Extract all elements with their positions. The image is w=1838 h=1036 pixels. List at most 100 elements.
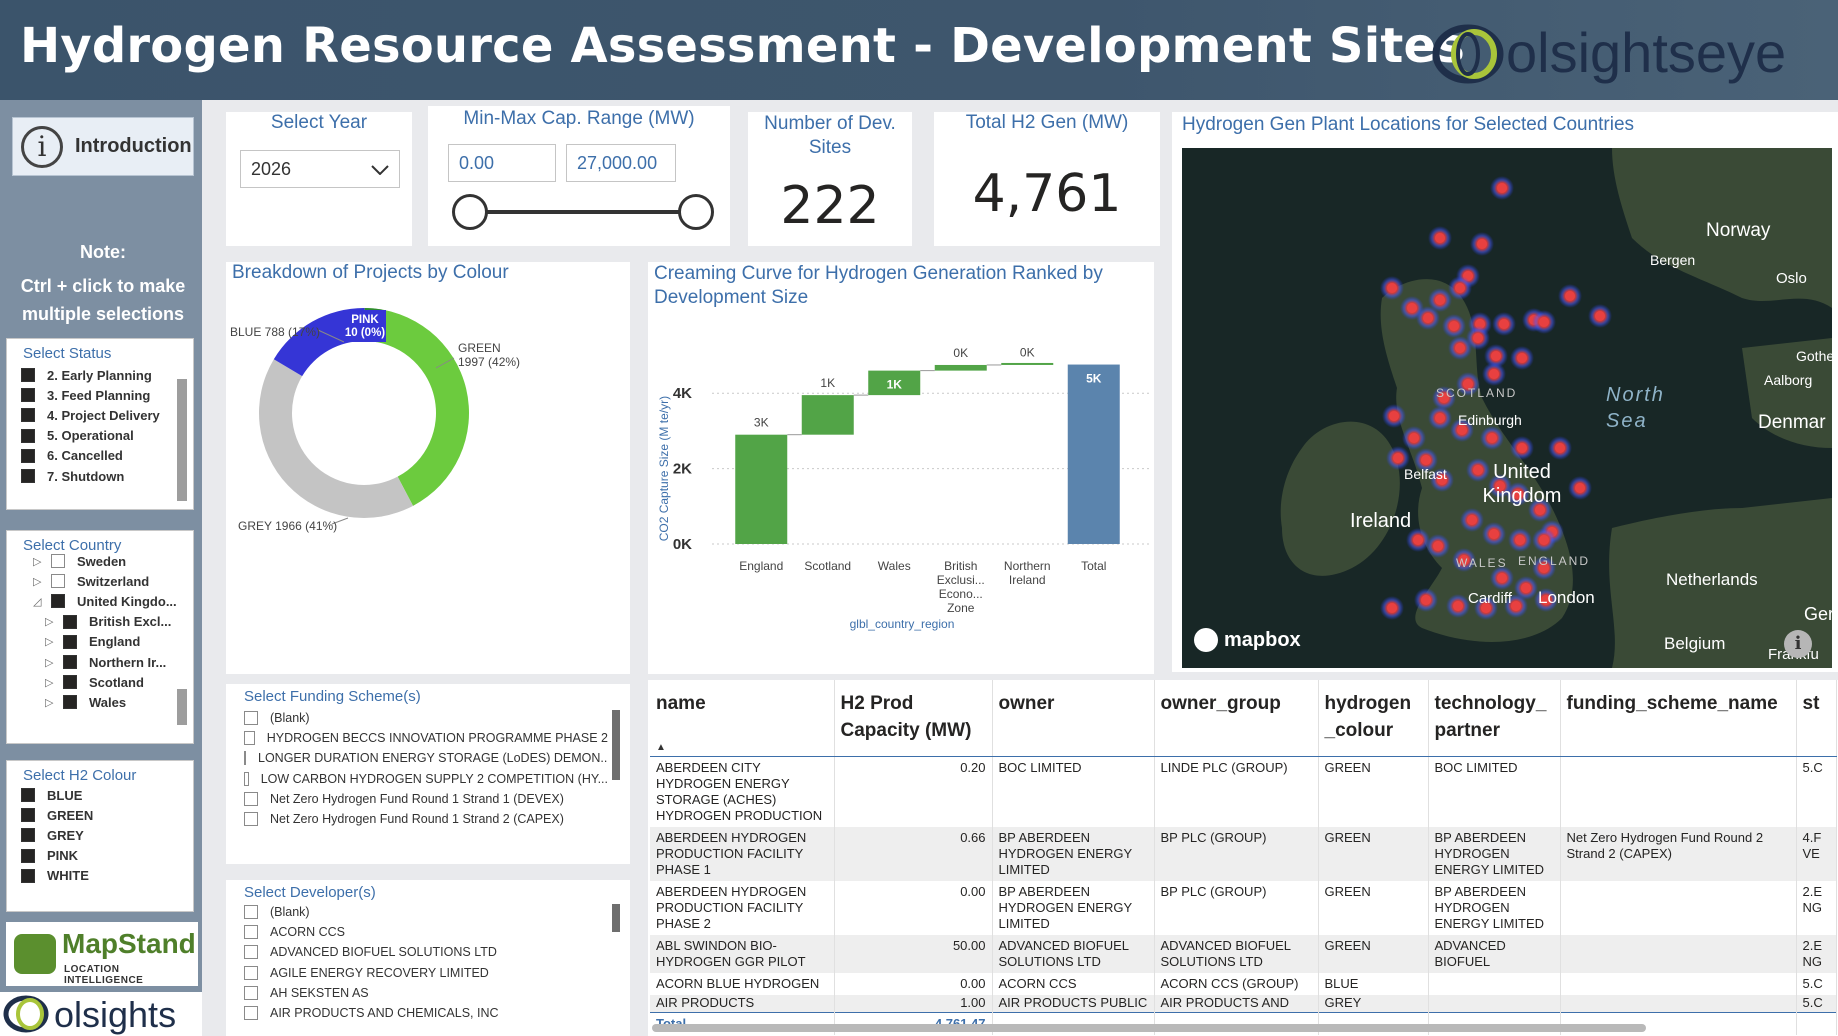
plant-location-core[interactable] [1387,283,1397,293]
plant-location-core[interactable] [1489,529,1499,539]
plant-location-core[interactable] [1435,295,1445,305]
plant-location-core[interactable] [1521,583,1531,593]
country-option[interactable]: ▷ Switzerland [33,571,149,591]
plant-location-core[interactable] [1449,321,1459,331]
table-row[interactable]: ABERDEEN CITY HYDROGEN ENERGY STORAGE (A… [650,756,1837,827]
cap-max-input[interactable]: 27,000.00 [566,144,676,182]
plant-location-core[interactable] [1539,317,1549,327]
waterfall-bar[interactable] [801,395,854,435]
checkbox[interactable] [63,634,77,649]
checkbox[interactable] [51,594,65,609]
checkbox[interactable] [244,771,249,786]
plant-location-core[interactable] [1541,595,1551,605]
developer-option[interactable]: AIR PRODUCTS AND CHEMICALS, INC [244,1003,608,1023]
checkbox[interactable] [244,791,258,806]
checkbox[interactable] [21,388,35,403]
column-header[interactable]: name [650,680,835,757]
plant-location-core[interactable] [1489,369,1499,379]
plant-location-core[interactable] [1433,541,1443,551]
sort-ascending-icon[interactable]: ▲ [656,742,666,753]
plant-location-core[interactable] [1439,393,1449,403]
funding-option[interactable]: Net Zero Hydrogen Fund Round 1 Strand 2 … [244,809,608,829]
plant-location-core[interactable] [1459,555,1469,565]
plant-location-core[interactable] [1467,515,1477,525]
developer-option[interactable]: ADVANCED BIOFUEL SOLUTIONS LTD [244,942,608,962]
column-header[interactable]: owner [992,680,1155,757]
waterfall-bar[interactable] [735,434,788,544]
expand-arrow-icon[interactable]: ▷ [33,555,42,568]
plant-location-core[interactable] [1575,483,1585,493]
checkbox[interactable] [244,731,255,746]
waterfall-bar[interactable] [1067,364,1120,544]
plant-location-core[interactable] [1473,333,1483,343]
funding-option[interactable]: LONGER DURATION ENERGY STORAGE (LoDES) D… [244,748,608,768]
mapbox-attribution[interactable]: mapbox [1194,628,1301,652]
colour-option[interactable]: PINK [21,846,78,866]
country-option[interactable]: ▷ England [45,632,140,652]
expand-arrow-icon[interactable]: ▷ [45,656,54,669]
developer-option[interactable]: (Blank) [244,902,608,922]
country-option[interactable]: ◿ United Kingdo... [33,591,177,611]
status-option[interactable]: 4. Project Delivery [21,405,160,425]
plant-location-core[interactable] [1421,455,1431,465]
checkbox[interactable] [244,751,246,766]
expand-arrow-icon[interactable]: ▷ [45,636,54,649]
colour-option[interactable]: GREEN [21,805,93,825]
plant-location-core[interactable] [1393,453,1403,463]
plant-location-core[interactable] [1495,481,1505,491]
expand-arrow-icon[interactable]: ▷ [45,616,54,629]
column-header[interactable]: st [1796,680,1837,757]
plant-location-core[interactable] [1513,489,1523,499]
status-option[interactable]: 5. Operational [21,426,134,446]
range-min-handle[interactable] [452,194,488,230]
funding-option[interactable]: HYDROGEN BECCS INNOVATION PROGRAMME PHAS… [244,728,608,748]
waterfall-bar[interactable] [934,364,987,371]
country-option[interactable]: ▷ Scotland [45,672,144,692]
column-header[interactable]: owner_group [1154,680,1319,757]
plant-location-core[interactable] [1435,233,1445,243]
checkbox[interactable] [244,711,258,725]
colour-option[interactable]: WHITE [21,866,89,886]
plant-location-core[interactable] [1409,433,1419,443]
plant-location-core[interactable] [1539,563,1549,573]
year-dropdown[interactable]: 2026 [240,150,400,188]
status-scrollbar[interactable] [177,379,187,501]
donut-slice-green[interactable] [365,308,470,506]
plant-location-core[interactable] [1565,291,1575,301]
funding-scrollbar[interactable] [612,710,620,780]
checkbox[interactable] [244,905,258,919]
funding-option[interactable]: LOW CARBON HYDROGEN SUPPLY 2 COMPETITION… [244,769,608,789]
checkbox[interactable] [244,985,258,1000]
column-header[interactable]: hydrogen _colour [1318,680,1429,757]
plant-location-core[interactable] [1515,535,1525,545]
checkbox[interactable] [21,469,35,483]
expand-arrow-icon[interactable]: ▷ [45,696,54,709]
country-option[interactable]: ▷ Wales [45,692,126,712]
table-row[interactable]: ABL SWINDON BIO-HYDROGEN GGR PILOT 50.00 A… [650,934,1837,973]
plant-location-core[interactable] [1437,475,1447,485]
checkbox[interactable] [244,965,258,980]
table-row[interactable]: AIR PRODUCTS 1.00 AIR PRODUCTS PUBLIC AIR P… [650,994,1837,1012]
checkbox[interactable] [51,574,65,589]
checkbox[interactable] [21,408,35,423]
checkbox[interactable] [63,614,77,629]
cap-min-input[interactable]: 0.00 [448,144,556,182]
plant-location-core[interactable] [1511,601,1521,611]
expand-arrow-icon[interactable]: ▷ [45,676,54,689]
column-header[interactable]: H2 Prod Capacity (MW) [834,680,993,757]
country-option[interactable]: ▷ Northern Ir... [45,652,166,672]
plant-location-core[interactable] [1491,351,1501,361]
checkbox[interactable] [244,945,258,960]
introduction-button[interactable]: i Introduction [12,117,194,176]
plant-location-core[interactable] [1387,603,1397,613]
plant-location-core[interactable] [1595,311,1605,321]
plant-location-core[interactable] [1421,595,1431,605]
table-row[interactable]: ABERDEEN HYDROGEN PRODUCTION FACILITY PH… [650,880,1837,935]
checkbox[interactable] [63,655,77,669]
waterfall-bar[interactable] [1001,362,1054,365]
funding-option[interactable]: (Blank) [244,708,608,728]
plant-location-core[interactable] [1477,239,1487,249]
country-option[interactable]: ▷ Sweden [33,551,126,571]
colour-option[interactable]: BLUE [21,785,82,805]
plant-location-core[interactable] [1435,413,1445,423]
